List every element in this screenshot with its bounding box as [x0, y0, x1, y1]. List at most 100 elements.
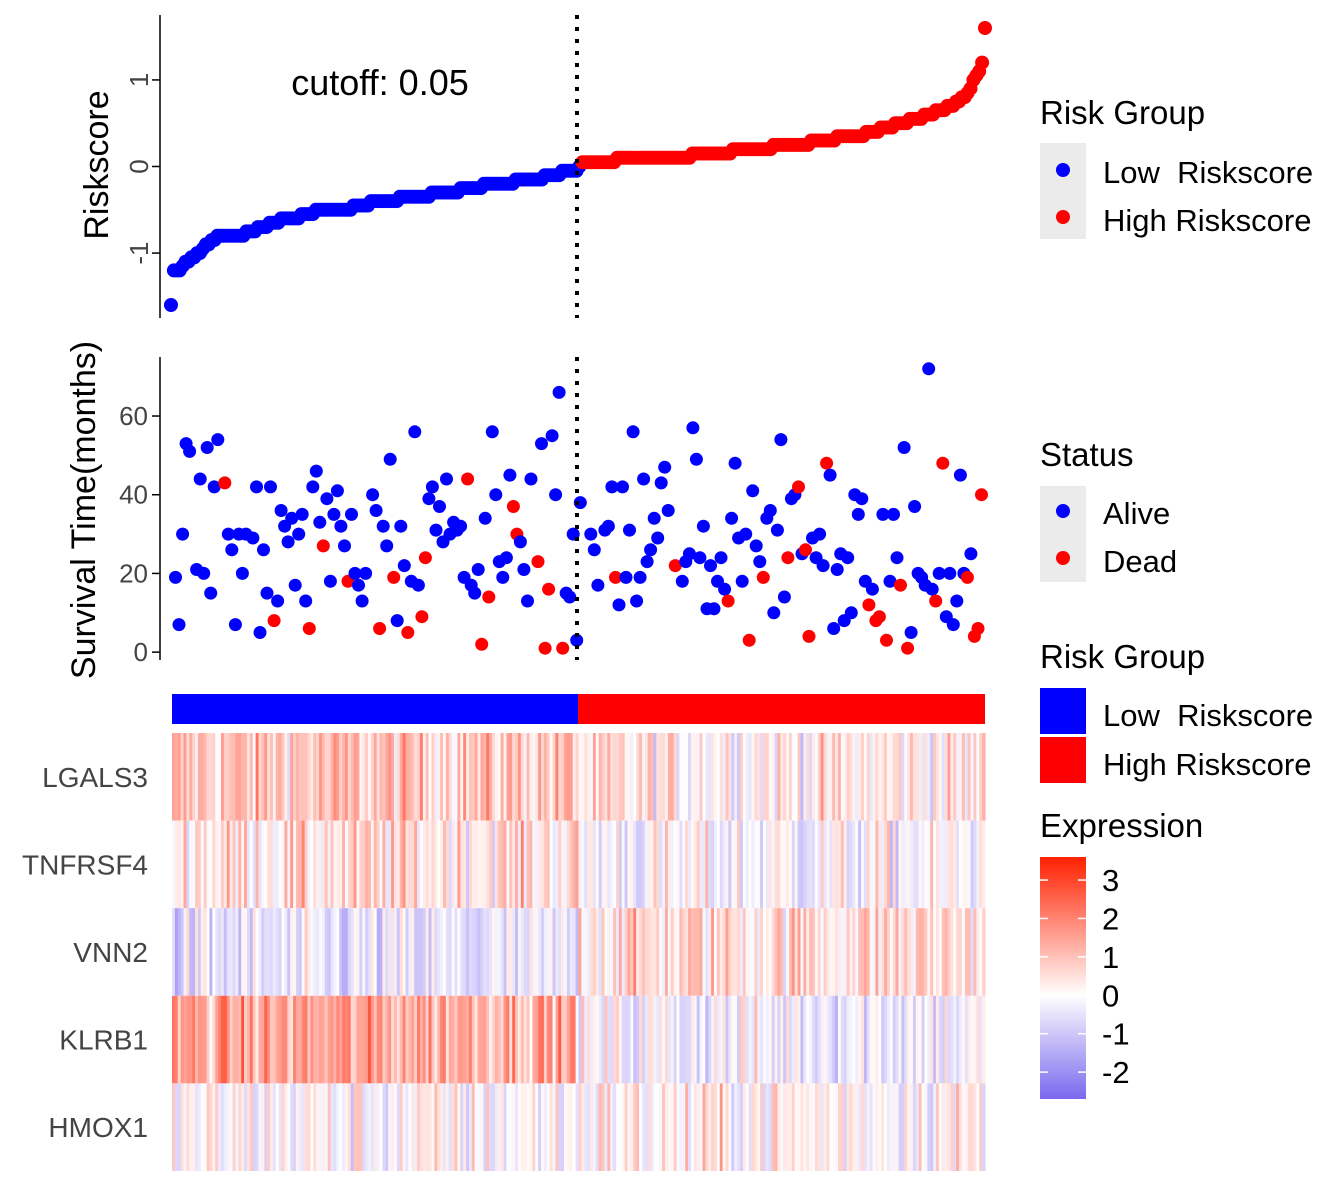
heatmap-cell — [321, 908, 326, 996]
heatmap-cell — [307, 995, 311, 1084]
heatmap-cell — [200, 995, 205, 1084]
heatmap-cell — [252, 908, 257, 996]
survival-point-alive — [250, 480, 263, 494]
heatmap-cell — [696, 733, 701, 821]
heatmap-cell — [304, 733, 309, 821]
heatmap-cell — [489, 820, 493, 909]
heatmap-cell — [788, 908, 793, 996]
heatmap-cell — [399, 1083, 404, 1171]
heatmap-cell — [581, 820, 585, 909]
survival-point-alive — [675, 574, 689, 588]
heatmap-cell — [474, 733, 479, 821]
heatmap-cell — [566, 995, 571, 1084]
heatmap-cell — [552, 733, 557, 821]
heatmap-cell — [195, 908, 199, 996]
heatmap-cell — [212, 1083, 216, 1171]
heatmap-cell — [497, 908, 502, 996]
heatmap-cell — [543, 733, 548, 821]
survival-point-alive — [661, 504, 675, 517]
heatmap-cell — [757, 1083, 761, 1171]
heatmap-cell — [359, 908, 363, 996]
heatmap-cell — [754, 995, 758, 1084]
heatmap-cell — [558, 1083, 562, 1171]
heatmap-cell — [938, 908, 943, 996]
heatmap-cell — [768, 820, 773, 909]
heatmap-cell — [200, 908, 205, 996]
heatmap-cell — [809, 995, 813, 1084]
heatmap-cell — [246, 733, 251, 821]
heatmap-cell — [702, 908, 706, 996]
survival-point-alive — [904, 626, 918, 639]
heatmap-cell — [200, 1083, 205, 1171]
heatmap-cell — [858, 995, 862, 1084]
heatmap-cell — [558, 908, 562, 996]
heatmap-cell — [581, 908, 585, 996]
heatmap-cell — [644, 1083, 649, 1171]
heatmap-cell — [590, 733, 594, 821]
heatmap-cell — [445, 995, 450, 1084]
heatmap-cell — [538, 733, 542, 821]
heatmap-cell — [561, 820, 565, 909]
heatmap-cell — [489, 1083, 493, 1171]
heatmap-cell — [402, 908, 407, 996]
heatmap-cell — [333, 908, 337, 996]
heatmap-cell — [422, 820, 427, 909]
riskscore-y-tick-label: 0 — [124, 159, 154, 173]
survival-point-alive — [552, 385, 566, 399]
heatmap-cell — [837, 995, 842, 1084]
heatmap-cell — [633, 908, 637, 996]
heatmap-cell — [976, 908, 980, 996]
heatmap-cell — [783, 908, 787, 996]
survival-point-alive — [394, 519, 408, 533]
heatmap-cell — [474, 995, 479, 1084]
heatmap-cell — [872, 908, 877, 996]
heatmap-cell — [520, 995, 525, 1084]
heatmap-cell — [503, 820, 508, 909]
heatmap-cell — [408, 995, 412, 1084]
heatmap-cell — [238, 733, 242, 821]
legend-expression-title: Expression — [1040, 807, 1203, 844]
heatmap-cell — [584, 820, 588, 909]
heatmap-cell — [324, 908, 329, 996]
heatmap-cell — [886, 995, 891, 1084]
heatmap-cell — [774, 995, 779, 1084]
heatmap-cell — [203, 733, 208, 821]
heatmap-cell — [212, 733, 216, 821]
heatmap-cell — [376, 1083, 381, 1171]
heatmap-cell — [362, 995, 366, 1084]
heatmap-cell — [693, 1083, 698, 1171]
heatmap-cell — [295, 820, 300, 909]
heatmap-cell — [267, 908, 271, 996]
heatmap-cell — [647, 820, 652, 909]
heatmap-cell — [777, 733, 781, 821]
heatmap-cell — [607, 1083, 611, 1171]
heatmap-cell — [953, 995, 957, 1084]
heatmap-cell — [555, 820, 559, 909]
heatmap-cell — [898, 733, 902, 821]
heatmap-cell — [396, 995, 401, 1084]
heatmap-cell — [454, 733, 459, 821]
heatmap-cell — [365, 1083, 369, 1171]
heatmap-cell — [454, 908, 459, 996]
heatmap-cell — [895, 908, 900, 996]
heatmap-cell — [330, 733, 335, 821]
heatmap-cell — [494, 1083, 499, 1171]
heatmap-cell — [835, 733, 839, 821]
heatmap-cell — [959, 1083, 963, 1171]
heatmap-cell — [463, 733, 467, 821]
heatmap-cell — [258, 908, 262, 996]
riskscore-y-label: Riskscore — [78, 90, 116, 239]
heatmap-cell — [647, 1083, 652, 1171]
heatmap-cell — [659, 733, 663, 821]
heatmap-cell — [584, 733, 588, 821]
heatmap-cell — [192, 1083, 196, 1171]
heatmap-cell — [535, 820, 539, 909]
heatmap-cell — [195, 995, 199, 1084]
heatmap-cell — [832, 820, 836, 909]
heatmap-cell — [742, 995, 747, 1084]
heatmap-cell — [613, 908, 617, 996]
heatmap-cell — [979, 1083, 983, 1171]
heatmap-cell — [794, 820, 799, 909]
heatmap-cell — [930, 995, 934, 1084]
heatmap-cell — [745, 995, 750, 1084]
